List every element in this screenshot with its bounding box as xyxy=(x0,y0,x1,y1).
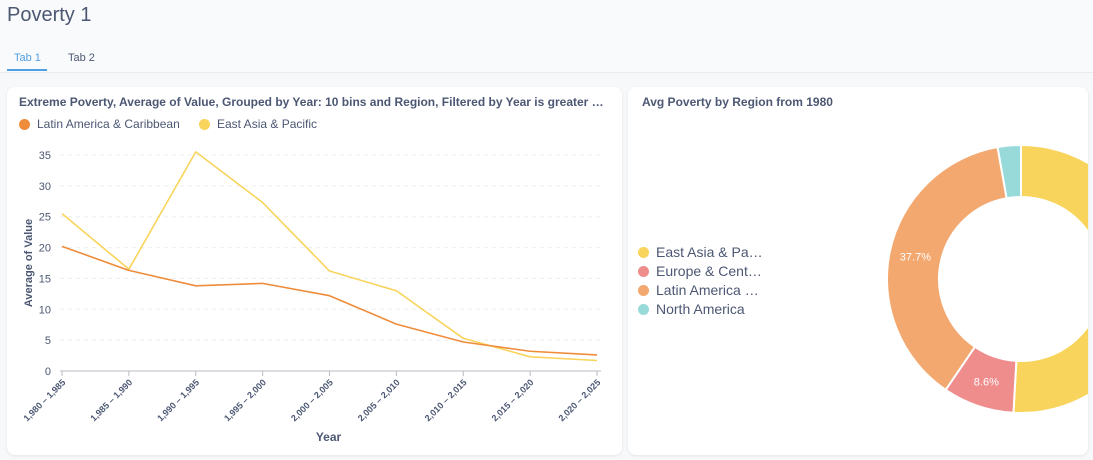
legend-label: Europe & Cent… xyxy=(656,263,762,279)
y-tick-label: 35 xyxy=(39,150,51,162)
x-tick-label: 1,995 – 2,000 xyxy=(222,377,268,423)
x-tick-label: 2,010 – 2,015 xyxy=(423,377,469,423)
y-tick-label: 15 xyxy=(39,273,51,285)
donut-slice[interactable] xyxy=(996,143,1022,200)
legend-label: Latin America & Caribbean xyxy=(37,117,180,131)
legend-dot xyxy=(638,303,649,315)
x-tick-label: 2,005 – 2,010 xyxy=(356,377,402,423)
x-tick-label: 2,020 – 2,025 xyxy=(556,377,602,423)
series-line[interactable] xyxy=(61,151,598,362)
y-tick-label: 10 xyxy=(39,304,51,316)
legend-dot xyxy=(638,246,649,258)
pie-legend-north-america[interactable]: North America xyxy=(638,301,745,317)
legend-item-east-asia[interactable]: East Asia & Pacific xyxy=(199,117,317,131)
tab-2[interactable]: Tab 2 xyxy=(68,52,95,64)
tab-1[interactable]: Tab 1 xyxy=(14,52,41,64)
y-tick-label: 5 xyxy=(45,335,51,347)
line-chart-svg: 0 5 10 15 20 25 30 35 1,980 – 1,985 1,985 – 1,990… xyxy=(21,150,602,444)
y-axis-label: Average of Value xyxy=(23,219,35,307)
y-tick-label: 0 xyxy=(45,366,51,378)
pie-legend-europe[interactable]: Europe & Cent… xyxy=(638,263,762,279)
legend-label: Latin America … xyxy=(656,282,759,298)
legend-dot xyxy=(19,118,30,130)
y-tick-label: 25 xyxy=(39,212,51,224)
x-tick-label: 1,985 – 1,990 xyxy=(88,377,134,423)
x-tick-label: 2,015 – 2,020 xyxy=(490,377,536,423)
legend-label: North America xyxy=(656,301,745,317)
slice-label: 8.6% xyxy=(974,376,999,388)
donut-slice[interactable] xyxy=(1012,143,1088,414)
slice-label: 37.7% xyxy=(900,251,931,263)
x-tick-label: 2,000 – 2,005 xyxy=(289,377,335,423)
x-axis-label: Year xyxy=(316,430,342,444)
donut-slice[interactable] xyxy=(886,145,1008,392)
y-tick-label: 30 xyxy=(39,181,51,193)
legend-dot xyxy=(638,284,649,296)
legend-label: East Asia & Pacific xyxy=(217,117,318,131)
x-tick-label: 1,980 – 1,985 xyxy=(21,377,67,423)
legend-dot xyxy=(638,265,649,277)
legend-label: East Asia & Pa… xyxy=(656,244,763,260)
x-tick-label: 1,990 – 1,995 xyxy=(155,377,201,423)
series-line[interactable] xyxy=(61,245,598,356)
active-tab-indicator xyxy=(7,69,47,71)
pie-legend-east-asia[interactable]: East Asia & Pa… xyxy=(638,244,763,260)
donut-chart-svg: 50.9%8.6%37.7% xyxy=(886,143,1088,414)
legend-dot xyxy=(199,118,210,130)
legend-item-latin-america[interactable]: Latin America & Caribbean xyxy=(19,117,180,131)
pie-legend-latin-america[interactable]: Latin America … xyxy=(638,282,759,298)
y-tick-label: 20 xyxy=(39,243,51,255)
pie-chart-card: Avg Poverty by Region from 1980 East Asi… xyxy=(628,87,1088,455)
dashboard-header: Poverty 1 Tab 1 Tab 2 xyxy=(0,0,1093,73)
line-chart-card: Extreme Poverty, Average of Value, Group… xyxy=(7,87,622,455)
page-title: Poverty 1 xyxy=(7,4,92,26)
